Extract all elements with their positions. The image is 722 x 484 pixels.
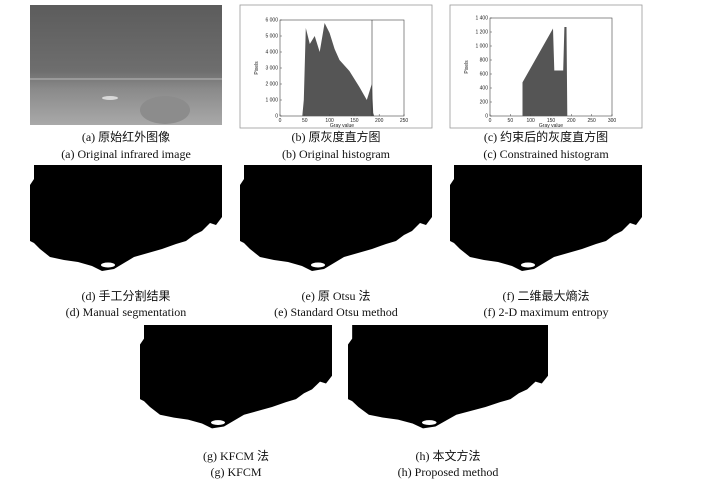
y-axis-label: Pixels bbox=[254, 61, 260, 75]
histogram-shape bbox=[302, 23, 375, 116]
y-tick-label: 600 bbox=[480, 72, 489, 78]
y-tick-label: 800 bbox=[480, 58, 489, 64]
panel-b bbox=[239, 4, 433, 129]
segmentation-image bbox=[240, 165, 432, 288]
y-tick-label: 1 400 bbox=[475, 16, 488, 22]
caption-en: (d) Manual segmentation bbox=[66, 305, 187, 319]
x-tick-label: 200 bbox=[375, 118, 384, 124]
y-tick-label: 5 000 bbox=[265, 34, 278, 40]
caption-en: (c) Constrained histogram bbox=[483, 147, 609, 161]
infrared-image bbox=[30, 5, 222, 125]
x-tick-label: 300 bbox=[608, 118, 617, 124]
caption-zh: (a) 原始红外图像 bbox=[82, 129, 170, 144]
panel-c bbox=[449, 4, 643, 129]
x-axis-label: Gray value bbox=[330, 123, 354, 129]
caption-zh: (g) KFCM 法 bbox=[203, 449, 269, 463]
x-tick-label: 150 bbox=[350, 118, 359, 124]
caption-en: (a) Original infrared image bbox=[61, 147, 191, 161]
caption-en: (e) Standard Otsu method bbox=[274, 305, 398, 319]
x-tick-label: 50 bbox=[302, 118, 308, 124]
x-tick-label: 50 bbox=[508, 118, 514, 124]
segmentation-image bbox=[140, 325, 332, 445]
caption-en: (h) Proposed method bbox=[398, 465, 499, 479]
y-tick-label: 1 200 bbox=[475, 30, 488, 36]
y-tick-label: 3 000 bbox=[265, 66, 278, 72]
x-axis-label: Gray value bbox=[539, 123, 563, 129]
x-tick-label: 150 bbox=[547, 118, 556, 124]
caption-zh: (e) 原 Otsu 法 bbox=[302, 289, 371, 303]
y-tick-label: 0 bbox=[275, 114, 278, 120]
y-tick-label: 400 bbox=[480, 86, 489, 92]
y-axis-label: Pixels bbox=[464, 60, 470, 74]
caption-zh: (f) 二维最大熵法 bbox=[503, 288, 590, 303]
y-tick-label: 4 000 bbox=[265, 50, 278, 56]
x-tick-label: 100 bbox=[526, 118, 535, 124]
y-tick-label: 200 bbox=[480, 100, 489, 106]
y-tick-label: 1 000 bbox=[265, 98, 278, 104]
x-tick-label: 200 bbox=[567, 118, 576, 124]
y-tick-label: 0 bbox=[485, 114, 488, 120]
histogram-shape bbox=[522, 27, 568, 116]
y-tick-label: 1 000 bbox=[475, 44, 488, 50]
target bbox=[102, 96, 118, 100]
x-tick-label: 100 bbox=[325, 118, 334, 124]
caption-en: (g) KFCM bbox=[210, 465, 261, 479]
texture bbox=[140, 96, 190, 124]
y-tick-label: 2 000 bbox=[265, 82, 278, 88]
segmentation-image bbox=[30, 165, 222, 288]
x-tick-label: 250 bbox=[400, 118, 409, 124]
caption-en: (f) 2-D maximum entropy bbox=[484, 305, 609, 319]
caption-zh: (d) 手工分割结果 bbox=[82, 288, 171, 303]
caption-zh: (c) 约束后的灰度直方图 bbox=[484, 129, 608, 144]
horizon-band bbox=[30, 78, 222, 80]
x-tick-label: 0 bbox=[279, 118, 282, 124]
caption-en: (b) Original histogram bbox=[282, 147, 391, 161]
segmentation-image bbox=[450, 165, 642, 288]
y-tick-label: 6 000 bbox=[265, 18, 278, 24]
segmentation-image bbox=[348, 325, 548, 445]
caption-zh: (b) 原灰度直方图 bbox=[292, 129, 381, 144]
x-tick-label: 250 bbox=[587, 118, 596, 124]
x-tick-label: 0 bbox=[489, 118, 492, 124]
caption-zh: (h) 本文方法 bbox=[416, 448, 481, 463]
panel-a bbox=[30, 5, 222, 125]
